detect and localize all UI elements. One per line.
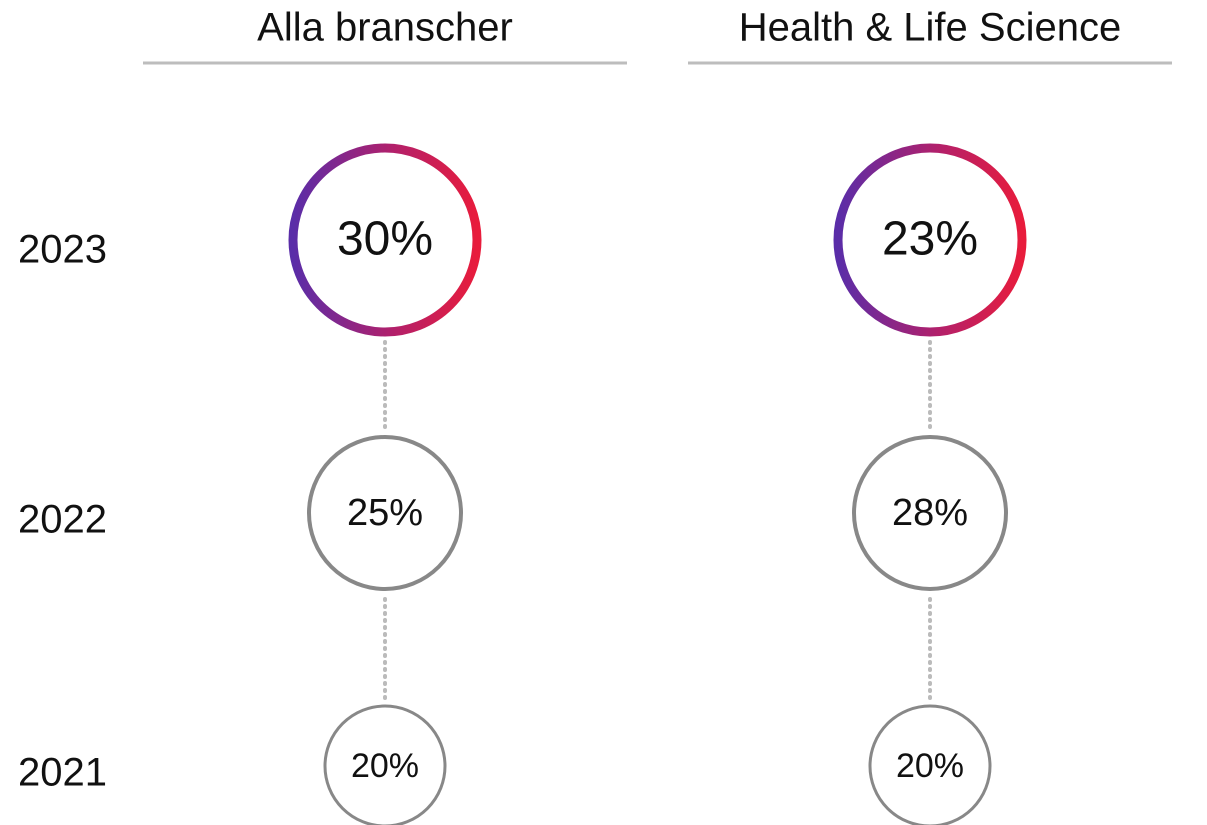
highlight-ring xyxy=(833,143,1027,337)
ring xyxy=(852,435,1008,591)
ring xyxy=(323,704,447,825)
value-label: 20% xyxy=(351,747,419,785)
value-label: 28% xyxy=(892,492,968,534)
highlight-ring xyxy=(288,143,482,337)
year-label: 2022 xyxy=(18,498,107,542)
value-label: 30% xyxy=(337,213,433,266)
value-label: 25% xyxy=(347,492,423,534)
ring xyxy=(868,704,992,825)
year-label: 2023 xyxy=(18,228,107,272)
ring xyxy=(307,435,463,591)
value-label: 20% xyxy=(896,747,964,785)
value-label: 23% xyxy=(882,213,978,266)
column-title: Health & Life Science xyxy=(739,6,1121,50)
column-title: Alla branscher xyxy=(257,6,513,50)
year-label: 2021 xyxy=(18,751,107,795)
